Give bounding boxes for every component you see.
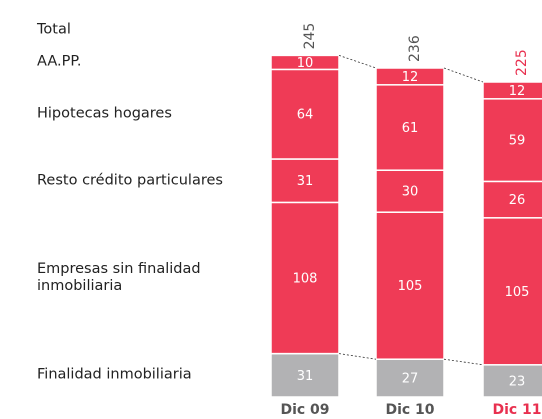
connector — [338, 353, 377, 360]
value-label: 64 — [297, 108, 314, 123]
value-label: 26 — [509, 193, 526, 208]
category-label: Dic 09 — [280, 402, 329, 418]
connector — [338, 55, 377, 69]
bar-segment — [482, 217, 542, 366]
value-label: 108 — [293, 272, 318, 287]
value-label: 31 — [297, 174, 314, 189]
bar-segment — [270, 68, 340, 160]
series-label: Resto crédito particulares — [37, 172, 223, 189]
total-label: Total — [37, 21, 71, 38]
bar-segment — [482, 364, 542, 398]
bar-segment — [482, 81, 542, 100]
category-label: Dic 10 — [385, 402, 434, 418]
connector — [443, 67, 484, 83]
category-label: Dic 11 — [492, 402, 541, 418]
series-label: Empresas sin finalidad inmobiliaria — [37, 261, 201, 294]
value-label: 31 — [297, 369, 314, 384]
bar-segment — [375, 67, 445, 86]
value-label: 105 — [505, 285, 530, 300]
value-label: 27 — [402, 372, 419, 387]
series-label: AA.PP. — [37, 53, 82, 70]
connector — [443, 358, 484, 366]
bar-segment — [375, 358, 445, 398]
bar-segment — [270, 201, 340, 355]
bar-segment — [270, 54, 340, 71]
bar-segment — [482, 180, 542, 219]
value-label: 10 — [297, 56, 314, 71]
series-label: Hipotecas hogares — [37, 105, 172, 122]
series-label: Finalidad inmobiliaria — [37, 366, 192, 383]
bar-segment — [375, 84, 445, 171]
total-value: 236 — [407, 35, 423, 62]
value-label: 30 — [402, 185, 419, 200]
total-value: 245 — [302, 23, 318, 50]
total-value: 225 — [514, 49, 530, 76]
value-label: 12 — [509, 84, 526, 99]
value-label: 12 — [402, 70, 419, 85]
value-label: 61 — [402, 121, 419, 136]
bar-segment — [375, 211, 445, 360]
value-label: 23 — [509, 374, 526, 389]
value-label: 59 — [509, 134, 526, 149]
value-label: 105 — [398, 279, 423, 294]
bar-segment — [482, 98, 542, 183]
